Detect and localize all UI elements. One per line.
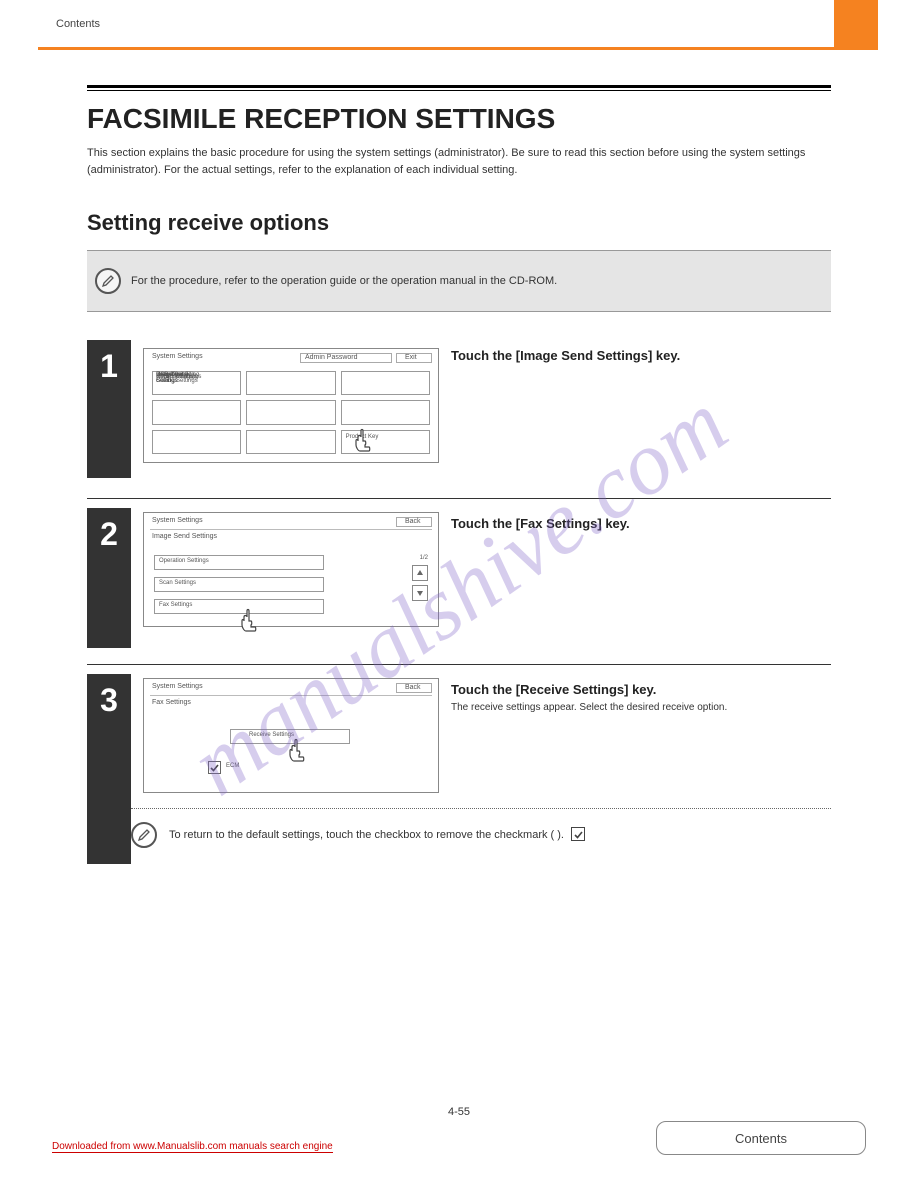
step3-panel: System Settings Fax Settings Back Receiv…	[143, 678, 439, 793]
dotted-divider	[131, 808, 831, 809]
step-1: 1 System Settings Admin Password Exit Co…	[87, 340, 831, 478]
step2-panel: System Settings Image Send Settings Back…	[143, 512, 439, 627]
panel-header-left: System Settings	[152, 353, 203, 360]
panel-header-center: Image Send Settings	[152, 533, 217, 540]
page-number: 4-55	[448, 1106, 470, 1118]
hand-pointer-icon	[284, 737, 310, 767]
arrow-down-icon	[416, 589, 424, 597]
arrow-up-icon	[416, 569, 424, 577]
step-number: 1	[87, 340, 131, 478]
back-button[interactable]: Back	[396, 517, 432, 527]
breadcrumb: Contents	[56, 18, 100, 30]
note-box: For the procedure, refer to the operatio…	[87, 250, 831, 312]
grid-btn-usb[interactable]: USB-Device Check	[341, 400, 430, 424]
pencil-icon	[95, 268, 121, 294]
row-scan[interactable]: Scan Settings	[154, 577, 324, 592]
exit-button[interactable]: Exit	[396, 353, 432, 363]
grid-btn-copyfn[interactable]: Copy Function Settings	[246, 430, 335, 454]
arrow-down-button[interactable]	[412, 585, 428, 601]
note-text: For the procedure, refer to the operatio…	[131, 275, 557, 287]
ecm-label: ECM	[226, 763, 239, 769]
grid-btn-retention[interactable]: Retention/ Calling Settings	[152, 430, 241, 454]
header-bar: Contents	[38, 0, 878, 50]
step1-panel: System Settings Admin Password Exit Copy…	[143, 348, 439, 463]
step3-title: Touch the [Receive Settings] key.	[451, 682, 851, 697]
page-indicator: 1/2	[420, 555, 428, 561]
divider-1	[87, 498, 831, 499]
footer-link[interactable]: Downloaded from www.Manualslib.com manua…	[52, 1141, 333, 1153]
grid-btn-docfiling[interactable]: Document Filing Settings	[246, 400, 335, 424]
panel-header-left: System Settings	[152, 517, 203, 524]
panel-header-left: System Settings	[152, 683, 203, 690]
foot-note-row: To return to the default settings, touch…	[131, 822, 831, 848]
ecm-checkbox[interactable]	[208, 761, 221, 774]
hand-pointer-icon	[350, 427, 376, 457]
grid-btn-imagesend[interactable]: Image Send Settings	[152, 400, 241, 424]
intro-text: This section explains the basic procedur…	[87, 145, 831, 178]
step-number: 3	[87, 674, 131, 864]
contents-button[interactable]: Contents	[656, 1121, 866, 1155]
divider-2	[87, 664, 831, 665]
header-tab	[834, 0, 878, 50]
arrow-up-button[interactable]	[412, 565, 428, 581]
step1-title: Touch the [Image Send Settings] key.	[451, 348, 851, 363]
back-button[interactable]: Back	[396, 683, 432, 693]
section-title: Setting receive options	[87, 210, 329, 236]
panel-header-center: Fax Settings	[152, 699, 191, 706]
step3-body: The receive settings appear. Select the …	[451, 701, 851, 715]
foot-note-text: To return to the default settings, touch…	[169, 829, 564, 841]
grid-btn-network[interactable]: Network Settings	[246, 371, 335, 395]
check-icon	[210, 763, 219, 772]
grid-btn-printer[interactable]: Printer Settings	[341, 371, 430, 395]
step-number: 2	[87, 508, 131, 648]
step2-title: Touch the [Fax Settings] key.	[451, 516, 851, 531]
admin-password-field: Admin Password	[300, 353, 392, 363]
row-operation[interactable]: Operation Settings	[154, 555, 324, 570]
hand-pointer-icon	[236, 607, 262, 637]
inline-checkbox-icon	[571, 827, 585, 841]
pencil-icon	[131, 822, 157, 848]
step-2: 2 System Settings Image Send Settings Ba…	[87, 508, 831, 648]
title-rule	[87, 85, 831, 91]
page-title: FACSIMILE RECEPTION SETTINGS	[87, 103, 555, 135]
